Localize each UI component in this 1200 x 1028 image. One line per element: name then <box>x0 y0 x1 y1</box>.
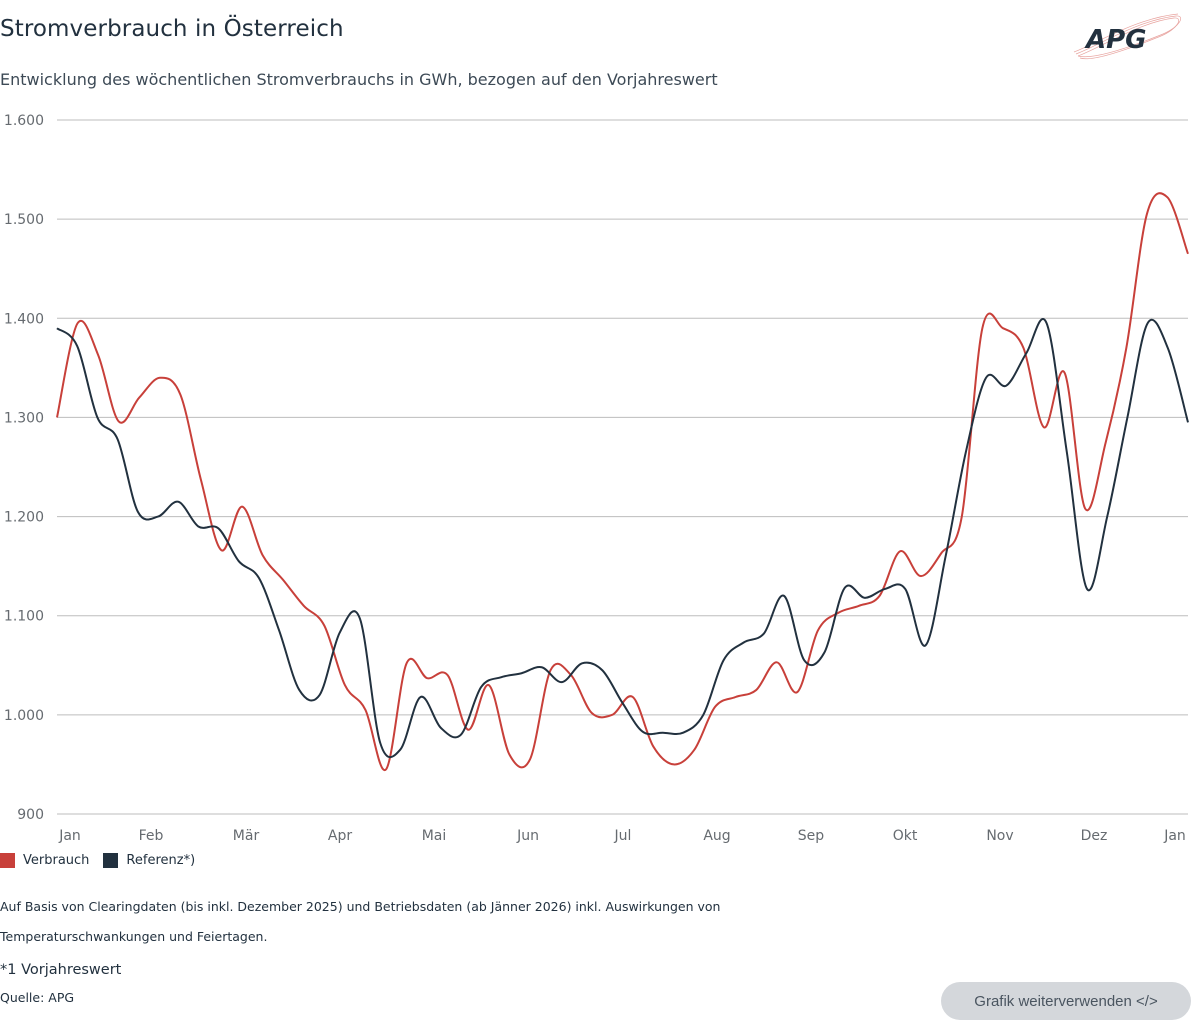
legend-label-verbrauch: Verbrauch <box>23 853 90 868</box>
series-line-referenz[interactable] <box>56 318 1189 759</box>
x-tick-label: Sep <box>798 828 825 844</box>
y-tick-label: 1.100 <box>4 609 44 625</box>
x-tick-label: Apr <box>328 828 352 844</box>
logo-swoosh-icon <box>1073 13 1181 60</box>
y-tick-label: 1.300 <box>4 410 44 426</box>
reuse-graphic-button[interactable]: Grafik weiterverwenden </> <box>941 982 1191 1020</box>
series-line-verbrauch[interactable] <box>56 192 1189 771</box>
y-tick-label: 1.400 <box>4 311 44 327</box>
y-tick-label: 900 <box>17 807 44 823</box>
chart-legend: Verbrauch Referenz*) <box>0 853 209 868</box>
x-tick-label: Okt <box>893 828 918 844</box>
x-tick-label: Nov <box>986 828 1013 844</box>
y-tick-label: 1.200 <box>4 510 44 526</box>
y-tick-label: 1.000 <box>4 708 44 724</box>
footnote: *1 Vorjahreswert <box>0 962 122 978</box>
data-note-line-1: Auf Basis von Clearingdaten (bis inkl. D… <box>0 899 721 914</box>
legend-item-referenz[interactable]: Referenz*) <box>103 853 195 868</box>
y-axis-ticks: 900 1.000 1.100 1.200 1.300 1.400 1.500 1.600 <box>4 113 44 823</box>
apg-logo: APG <box>1073 13 1181 60</box>
y-tick-label: 1.600 <box>4 113 44 129</box>
x-tick-label: Jan <box>58 828 81 844</box>
x-tick-label: Jan <box>1163 828 1186 844</box>
gridlines <box>57 119 1188 815</box>
x-axis-ticks: Jan Feb Mär Apr Mai Jun Jul Aug Sep Okt Nov Dez Jan <box>58 828 1186 844</box>
legend-swatch-verbrauch <box>0 853 15 868</box>
x-tick-label: Jul <box>614 828 632 844</box>
line-chart: 900 1.000 1.100 1.200 1.300 1.400 1.500 1.600 J… <box>4 113 1189 844</box>
chart-title: Stromverbrauch in Österreich <box>0 16 344 42</box>
legend-item-verbrauch[interactable]: Verbrauch <box>0 853 89 868</box>
series-lines <box>56 192 1189 771</box>
legend-label-referenz: Referenz*) <box>126 853 196 868</box>
x-tick-label: Dez <box>1081 828 1108 844</box>
chart-subtitle: Entwicklung des wöchentlichen Stromverbr… <box>0 70 718 89</box>
x-tick-label: Mai <box>422 828 447 844</box>
legend-swatch-referenz <box>103 853 119 868</box>
source-label: Quelle: APG <box>0 990 75 1005</box>
x-tick-label: Jun <box>516 828 539 844</box>
y-tick-label: 1.500 <box>4 212 44 228</box>
x-tick-label: Feb <box>139 828 164 844</box>
logo-text: APG <box>1084 25 1147 55</box>
x-tick-label: Mär <box>233 828 260 844</box>
data-note-line-2: Temperaturschwankungen und Feiertagen. <box>0 929 268 944</box>
x-tick-label: Aug <box>703 828 730 844</box>
